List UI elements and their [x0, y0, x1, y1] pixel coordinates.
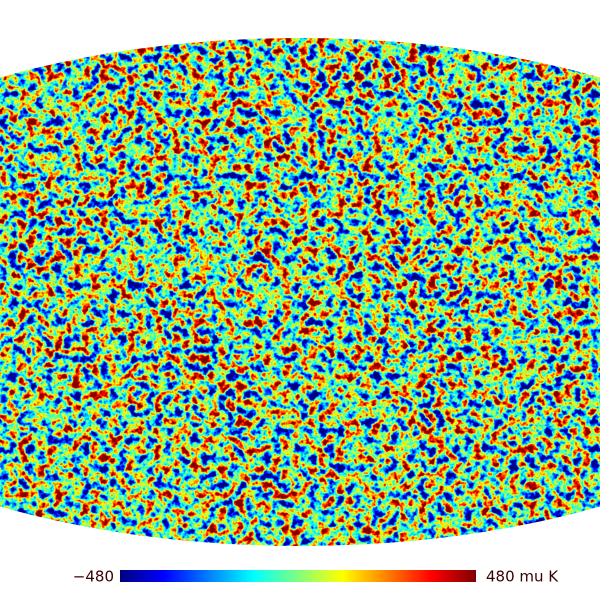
colorbar-max-label: 480 mu K	[486, 568, 559, 586]
temperature-field	[0, 38, 600, 546]
colorbar-gradient	[120, 570, 476, 582]
colorbar-min-label: −480	[73, 568, 114, 586]
mollweide-map	[0, 38, 600, 546]
colorbar: −480 480 mu K	[73, 568, 559, 586]
